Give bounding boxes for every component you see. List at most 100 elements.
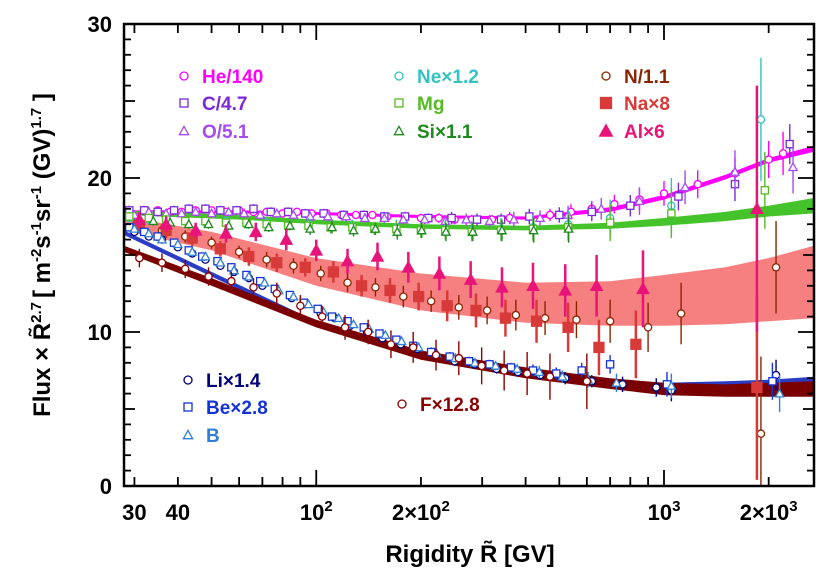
legend-marker	[394, 98, 404, 108]
data-point	[525, 212, 534, 221]
legend-item-mg: Mg	[394, 94, 444, 115]
legend-marker	[601, 71, 611, 81]
data-point	[327, 266, 340, 278]
data-point	[506, 363, 516, 372]
data-point	[340, 323, 350, 332]
data-point	[157, 258, 167, 267]
data-point	[176, 207, 187, 218]
data-point	[477, 361, 486, 371]
legend-label: Mg	[417, 94, 444, 115]
x-tick-label: 2×103	[740, 498, 798, 525]
data-point	[200, 251, 211, 261]
data-point	[254, 209, 266, 219]
data-point	[582, 377, 592, 386]
data-point	[303, 298, 314, 309]
legend-marker	[393, 125, 405, 136]
data-point	[499, 312, 512, 324]
data-point	[223, 206, 234, 216]
legend-label: Si×1.1	[417, 122, 473, 143]
data-point	[183, 218, 195, 229]
data-point	[447, 213, 456, 223]
data-point	[412, 290, 425, 303]
data-point	[605, 360, 615, 369]
data-point	[605, 316, 615, 326]
data-point	[143, 227, 155, 238]
data-point	[454, 353, 464, 363]
data-point	[756, 115, 766, 124]
data-point	[227, 276, 236, 286]
data-point	[249, 283, 258, 292]
data-point	[499, 366, 509, 375]
legend: He/140 C/4.7 O/5.1 Ne×1.2 Mg Si×1.1 N/1.1 Na×8 A…	[178, 67, 670, 447]
legend-item-he-140: He/140	[179, 67, 263, 88]
data-point	[416, 224, 427, 235]
data-point	[760, 186, 770, 195]
data-point	[434, 213, 443, 223]
data-point	[396, 335, 407, 346]
data-point	[693, 179, 702, 189]
data-point	[368, 210, 377, 220]
data-point	[787, 161, 799, 172]
data-point	[463, 272, 478, 285]
data-point	[243, 250, 255, 263]
data-point	[419, 214, 430, 224]
x-tick-label: 2×102	[392, 498, 450, 525]
data-point	[379, 212, 390, 223]
data-point	[190, 206, 201, 216]
series-nax8	[133, 218, 763, 480]
y-axis-units-s: s	[29, 235, 56, 248]
data-point	[454, 303, 464, 312]
data-point	[159, 217, 173, 230]
legend-item-b: B	[182, 426, 220, 447]
data-point	[522, 369, 532, 378]
data-point	[485, 360, 494, 369]
data-point	[778, 149, 788, 158]
legend-item-nax8: Na×8	[599, 94, 670, 115]
y-axis-units: [ m	[29, 262, 56, 298]
data-point	[309, 243, 324, 256]
fit-band-f-fit	[124, 245, 814, 397]
data-point	[296, 301, 305, 311]
fit-band-na-al-fit	[124, 216, 814, 326]
data-point	[262, 255, 271, 264]
data-point	[771, 263, 781, 272]
data-point	[271, 207, 283, 218]
data-point	[545, 210, 555, 220]
data-point	[380, 329, 391, 340]
data-point	[207, 238, 216, 247]
x-tick-label: 40	[166, 500, 190, 525]
x-tick-label: 30	[122, 500, 146, 525]
y-axis-units-exp4: 1.7	[28, 108, 45, 129]
data-point	[333, 312, 344, 323]
x-axis-title: Rigidity R̃ [GV]	[385, 540, 554, 568]
legend-marker	[183, 375, 193, 385]
data-point	[651, 383, 661, 392]
legend-item-six1-1: Si×1.1	[393, 122, 473, 143]
data-point	[461, 214, 472, 224]
series-mg	[125, 151, 770, 242]
data-point	[558, 283, 573, 296]
data-point	[304, 223, 316, 233]
legend-label: F×12.8	[420, 395, 480, 416]
legend-marker	[599, 96, 613, 110]
y-tick-labels: 0 10 20 30	[88, 12, 112, 499]
data-point	[234, 247, 244, 257]
data-point	[266, 207, 276, 217]
data-point	[263, 221, 274, 232]
legend-marker	[397, 399, 407, 409]
data-point	[577, 366, 586, 375]
data-point	[313, 304, 323, 314]
data-point	[326, 221, 338, 232]
data-point	[526, 278, 540, 292]
data-point	[187, 246, 198, 256]
data-point	[545, 372, 555, 381]
legend-label: O/5.1	[202, 122, 249, 143]
data-point	[259, 277, 270, 287]
data-point	[299, 261, 311, 273]
legend-marker	[179, 71, 189, 81]
data-point	[470, 304, 482, 317]
legend-marker	[178, 125, 190, 136]
x-tick-label: 103	[648, 498, 681, 525]
data-point	[228, 264, 240, 275]
data-point	[279, 232, 294, 245]
